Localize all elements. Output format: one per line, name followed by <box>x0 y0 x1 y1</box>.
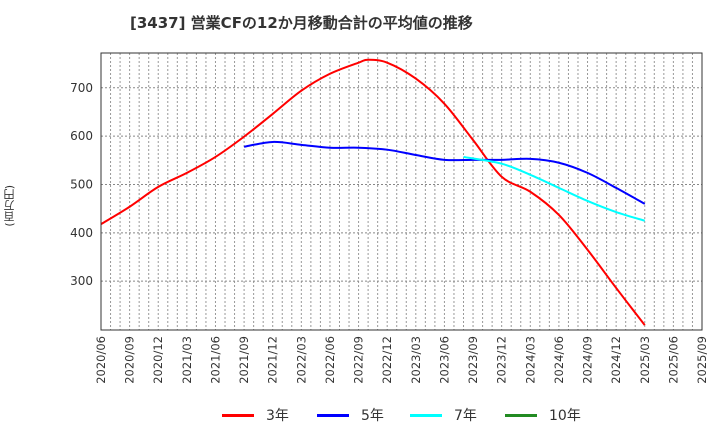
x-tick-label: 2024/03 <box>523 336 537 384</box>
legend-swatch <box>410 413 442 417</box>
series-lines <box>100 58 646 326</box>
legend-item[interactable]: 3年 <box>222 404 289 426</box>
x-tick-label: 2024/12 <box>609 336 623 384</box>
x-tick-label: 2020/12 <box>151 336 165 384</box>
plot-frame <box>100 52 703 331</box>
x-ticks: 2020/06 2020/09 2020/12 2021/03 2021/06 2021/… <box>94 336 709 384</box>
x-tick-label: 2020/09 <box>123 336 137 384</box>
x-tick-label: 2022/12 <box>380 336 394 384</box>
x-tick-label: 2023/09 <box>466 336 480 384</box>
y-tick-label: 700 <box>70 81 93 95</box>
x-tick-label: 2022/03 <box>294 336 308 384</box>
x-tick-label: 2022/06 <box>323 336 337 384</box>
series-line-2 <box>243 140 646 205</box>
grid <box>101 53 702 330</box>
legend-swatch <box>505 413 537 417</box>
y-tick-label: 400 <box>70 226 93 240</box>
x-tick-label: 2023/03 <box>409 336 423 384</box>
series-line-3 <box>463 155 646 222</box>
legend-label: 7年 <box>454 408 477 424</box>
x-tick-label: 2023/12 <box>495 336 509 384</box>
y-tick-label: 300 <box>70 274 93 288</box>
legend-swatch <box>317 413 349 417</box>
legend-swatch <box>222 413 254 417</box>
y-tick-label: 500 <box>70 177 93 191</box>
x-tick-label: 2025/09 <box>695 336 709 384</box>
x-tick-label: 2022/09 <box>352 336 366 384</box>
x-tick-label: 2021/03 <box>180 336 194 384</box>
x-tick-label: 2021/09 <box>237 336 251 384</box>
x-tick-label: 2025/06 <box>666 336 680 384</box>
legend-label: 3年 <box>266 408 289 424</box>
x-tick-label: 2024/06 <box>552 336 566 384</box>
x-tick-label: 2024/09 <box>581 336 595 384</box>
legend: 3年 5年 7年 10年 <box>0 404 720 426</box>
x-tick-label: 2021/06 <box>208 336 222 384</box>
y-ticks: 300 400 500 600 700 <box>70 81 93 288</box>
series-line-1 <box>100 58 646 326</box>
legend-item[interactable]: 7年 <box>410 404 477 426</box>
y-tick-label: 600 <box>70 129 93 143</box>
x-tick-label: 2020/06 <box>94 336 108 384</box>
legend-label: 10年 <box>549 408 581 424</box>
chart-title: [3437] 営業CFの12か月移動合計の平均値の推移 <box>130 14 473 32</box>
x-tick-label: 2025/03 <box>638 336 652 384</box>
x-tick-label: 2023/06 <box>437 336 451 384</box>
legend-item[interactable]: 5年 <box>317 404 384 426</box>
legend-label: 5年 <box>361 408 384 424</box>
legend-item[interactable]: 10年 <box>505 404 581 426</box>
x-tick-label: 2021/12 <box>266 336 280 384</box>
